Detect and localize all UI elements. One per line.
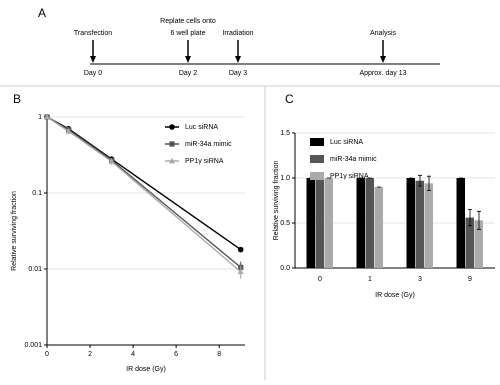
event-day: Day 3: [229, 70, 247, 77]
x-tick-label: 1: [368, 276, 372, 283]
x-tick-label: 2: [88, 351, 92, 358]
bar: [415, 180, 424, 268]
error-bar: [418, 174, 422, 187]
event-day: Day 2: [179, 70, 197, 77]
arrow-head: [90, 56, 96, 63]
panel-label: A: [38, 6, 46, 20]
series-line: [46, 116, 242, 268]
arrow-head: [380, 56, 386, 63]
event-label: Replate cells onto: [160, 18, 216, 25]
data-point: [65, 128, 72, 134]
panel-label: C: [285, 92, 294, 106]
event-day: Day 0: [84, 70, 102, 77]
bar: [424, 183, 433, 268]
y-tick-label: 1.5: [280, 130, 290, 137]
error-bar: [477, 210, 481, 230]
data-point: [108, 158, 115, 164]
arrow-head: [185, 56, 191, 63]
x-tick-label: 4: [131, 351, 135, 358]
x-tick-label: 3: [418, 276, 422, 283]
x-axis-label: IR dose (Gy): [126, 366, 166, 373]
legend-label: PP1γ siRNA: [185, 158, 224, 165]
bar: [456, 178, 465, 268]
y-axis-label: Relative surviving fraction: [273, 161, 280, 241]
legend-swatch: [310, 138, 324, 146]
legend-marker: [169, 157, 175, 164]
event-label: Irradiation: [222, 30, 253, 37]
x-tick-label: 0: [318, 276, 322, 283]
legend-label: Luc siRNA: [185, 124, 218, 131]
event-label: Transfection: [74, 30, 112, 37]
legend-marker: [169, 124, 175, 130]
bar: [465, 217, 474, 268]
y-axis-label: Relative surviving fraction: [11, 191, 18, 271]
data-point: [237, 246, 244, 253]
error-bar: [427, 175, 431, 191]
event-label: Analysis: [370, 30, 397, 37]
bar: [365, 178, 374, 268]
legend-label: miR-34a mimic: [185, 141, 232, 148]
event-day: Approx. day 13: [359, 70, 406, 77]
y-tick-label: 0.0: [280, 265, 290, 272]
bar: [306, 178, 315, 268]
legend-label: PP1γ siRNA: [330, 173, 369, 180]
x-tick-label: 6: [174, 351, 178, 358]
series-line: [46, 116, 242, 273]
legend-marker: [169, 141, 175, 147]
legend-swatch: [310, 155, 324, 163]
data-point: [44, 113, 50, 120]
bar: [356, 178, 365, 268]
event-label: 6 well plate: [170, 30, 205, 37]
arrow-head: [235, 56, 241, 63]
x-tick-label: 0: [45, 351, 49, 358]
legend-label: miR-34a mimic: [330, 156, 377, 163]
x-axis-label: IR dose (Gy): [375, 292, 415, 299]
bar: [324, 178, 333, 268]
y-tick-label: 1: [38, 114, 42, 121]
panel-label: B: [13, 92, 21, 106]
y-tick-label: 0.1: [32, 190, 42, 197]
error-bar: [468, 209, 472, 227]
bar: [315, 178, 324, 268]
y-tick-label: 0.5: [280, 220, 290, 227]
data-point: [237, 268, 244, 275]
y-tick-label: 0.01: [28, 266, 42, 273]
y-tick-label: 0.001: [24, 342, 42, 349]
x-tick-label: 8: [217, 351, 221, 358]
bar: [374, 187, 383, 268]
legend-swatch: [310, 172, 324, 180]
x-tick-label: 9: [468, 276, 472, 283]
bar: [474, 220, 483, 268]
y-tick-label: 1.0: [280, 175, 290, 182]
bar: [406, 178, 415, 268]
legend-label: Luc siRNA: [330, 139, 363, 146]
